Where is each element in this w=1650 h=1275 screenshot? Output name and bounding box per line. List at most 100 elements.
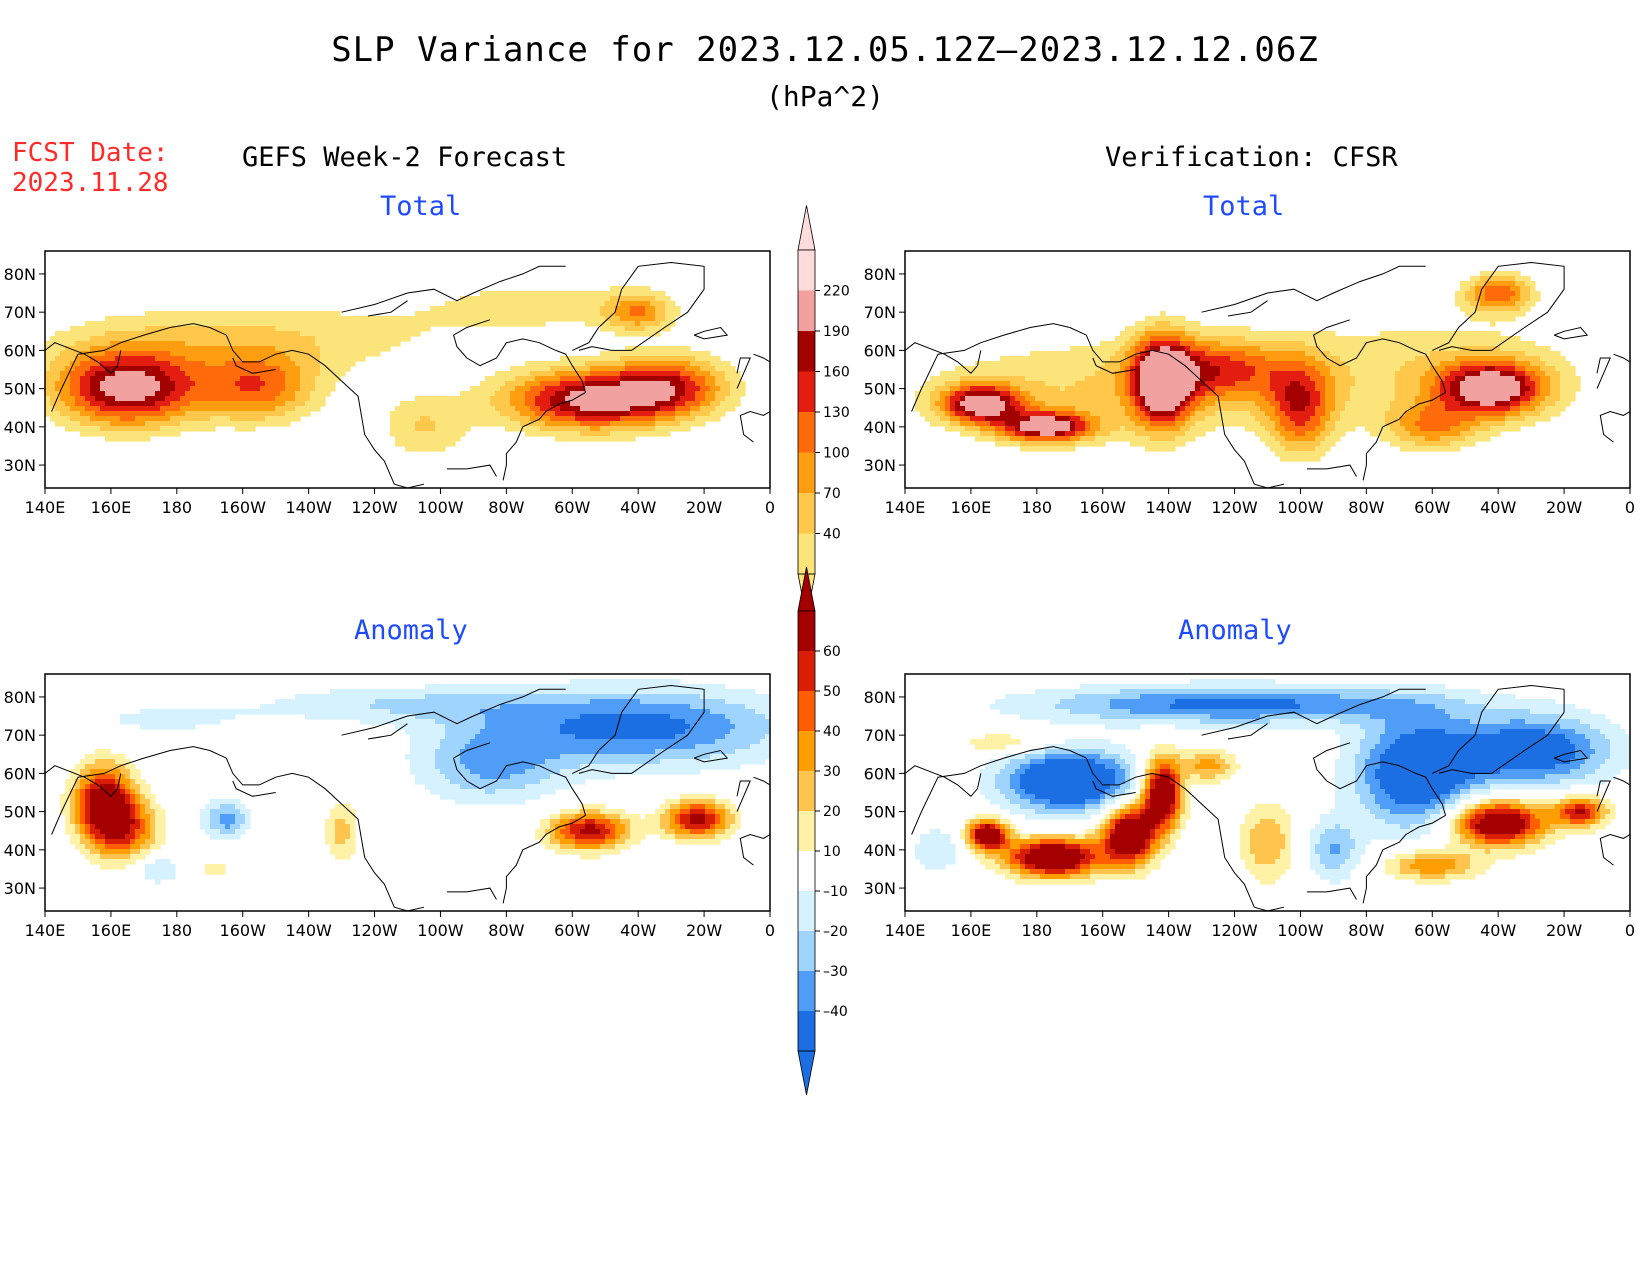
lon-label: 140E: [25, 498, 66, 517]
anomaly-colorbar-bottom-cap: [797, 1050, 816, 1096]
lat-label: 70N: [4, 303, 36, 322]
anomaly-colorbar-swatch: [798, 931, 815, 971]
lon-label: 100W: [417, 921, 464, 940]
lon-label: 60W: [1414, 498, 1450, 517]
lon-label: 20W: [686, 498, 722, 517]
fcst-date-label: FCST Date: 2023.11.28: [12, 138, 169, 198]
verif-anom-frame: [904, 673, 1631, 912]
anomaly-colorbar-label: 50: [823, 684, 841, 700]
total-colorbar-label: 130: [823, 405, 850, 421]
lat-label: 80N: [864, 265, 896, 284]
total-colorbar-swatch: [798, 452, 815, 493]
main-units: (hPa^2): [765, 80, 884, 113]
lat-label: 40N: [864, 841, 896, 860]
lat-label: 70N: [864, 303, 896, 322]
forecast-total-subtitle: Total: [380, 191, 462, 222]
verification-header: Verification: CFSR: [1105, 142, 1398, 173]
anomaly-colorbar-swatch: [798, 811, 815, 851]
lat-label: 40N: [4, 841, 36, 860]
anomaly-colorbar-label: 40: [823, 724, 841, 740]
total-colorbar-swatch: [798, 331, 815, 372]
lon-label: 60W: [1414, 921, 1450, 940]
lon-label: 180: [1022, 921, 1053, 940]
lon-label: 60W: [554, 498, 590, 517]
anomaly-colorbar: 60 50 40 30 20 10 –10 –20 –30 –40: [797, 566, 848, 1096]
lon-label: 80W: [1348, 921, 1384, 940]
anomaly-colorbar-swatch: [798, 1011, 815, 1051]
lon-label: 160E: [951, 921, 992, 940]
lat-label: 80N: [4, 688, 36, 707]
total-colorbar-swatch: [798, 493, 815, 534]
anomaly-colorbar-swatch: [798, 771, 815, 811]
lon-label: 0: [765, 498, 775, 517]
total-colorbar-label: 70: [823, 486, 841, 502]
lon-label: 180: [1022, 498, 1053, 517]
lon-label: 40W: [620, 921, 656, 940]
lon-label: 140E: [885, 498, 926, 517]
lat-label: 70N: [864, 726, 896, 745]
lon-label: 140E: [25, 921, 66, 940]
anomaly-colorbar-swatch: [798, 611, 815, 651]
total-colorbar-swatch: [798, 250, 815, 291]
lon-label: 120W: [1211, 921, 1258, 940]
total-colorbar-label: 220: [823, 284, 850, 300]
fcst-date-line2: 2023.11.28: [12, 168, 169, 198]
lon-label: 40W: [1480, 498, 1516, 517]
fcst-date-line1: FCST Date:: [12, 138, 169, 168]
lon-label: 0: [1625, 498, 1635, 517]
total-colorbar-label: 100: [823, 446, 850, 462]
lon-label: 180: [162, 921, 193, 940]
forecast-anom-shading: [45, 674, 770, 911]
verif-anom-coastlines: [905, 684, 1630, 911]
lon-label: 60W: [554, 921, 590, 940]
lat-label: 50N: [4, 380, 36, 399]
lon-label: 160E: [91, 498, 132, 517]
lat-label: 80N: [864, 688, 896, 707]
lon-label: 0: [1625, 921, 1635, 940]
lon-label: 100W: [1277, 921, 1324, 940]
total-colorbar-label: 160: [823, 365, 850, 381]
lat-label: 60N: [864, 764, 896, 783]
lon-label: 120W: [1211, 498, 1258, 517]
lon-label: 160W: [1080, 921, 1127, 940]
lon-label: 140W: [1145, 498, 1192, 517]
lon-label: 180: [162, 498, 193, 517]
total-colorbar-swatch: [798, 533, 815, 574]
lon-label: 80W: [1348, 498, 1384, 517]
lon-label: 80W: [488, 921, 524, 940]
lat-label: 40N: [4, 418, 36, 437]
anomaly-colorbar-swatch: [798, 691, 815, 731]
forecast-anom-map: 140E 160E 180 160W 140W 120W 100W 80W 60W 40W 20W 0…: [4, 673, 775, 940]
lat-label: 60N: [4, 341, 36, 360]
lon-label: 120W: [351, 498, 398, 517]
forecast-header: GEFS Week-2 Forecast: [242, 142, 568, 173]
lon-label: 160E: [951, 498, 992, 517]
anomaly-colorbar-label: 60: [823, 644, 841, 660]
forecast-total-frame: [44, 250, 771, 489]
verif-total-shading: [905, 251, 1630, 488]
anomaly-colorbar-label: –20: [823, 924, 848, 940]
forecast-anomaly-subtitle: Anomaly: [354, 615, 468, 646]
lat-label: 30N: [864, 879, 896, 898]
lon-label: 100W: [417, 498, 464, 517]
lat-label: 70N: [4, 726, 36, 745]
verif-anom-map: 140E 160E 180 160W 140W 120W 100W 80W 60W 40W 20W 0…: [864, 673, 1635, 940]
total-colorbar-label: 40: [823, 527, 841, 543]
total-colorbar-top-cap: [797, 205, 816, 251]
lon-label: 20W: [686, 921, 722, 940]
total-colorbar-swatch: [798, 412, 815, 453]
anomaly-colorbar-swatch: [798, 851, 815, 891]
anomaly-colorbar-swatch: [798, 731, 815, 771]
forecast-total-coastlines: [45, 261, 770, 488]
forecast-total-map: 140E 160E 180 160W 140W 120W 100W 80W 60W 40W 20W 0…: [4, 250, 775, 517]
lon-label: 100W: [1277, 498, 1324, 517]
lat-label: 50N: [4, 803, 36, 822]
lon-label: 160E: [91, 921, 132, 940]
lon-label: 20W: [1546, 498, 1582, 517]
forecast-anom-coastlines: [45, 684, 770, 911]
anomaly-colorbar-label: –10: [823, 884, 848, 900]
verif-total-map: 140E 160E 180 160W 140W 120W 100W 80W 60W 40W 20W 0…: [864, 250, 1635, 517]
verification-anomaly-subtitle: Anomaly: [1178, 615, 1292, 646]
lon-label: 140W: [285, 498, 332, 517]
